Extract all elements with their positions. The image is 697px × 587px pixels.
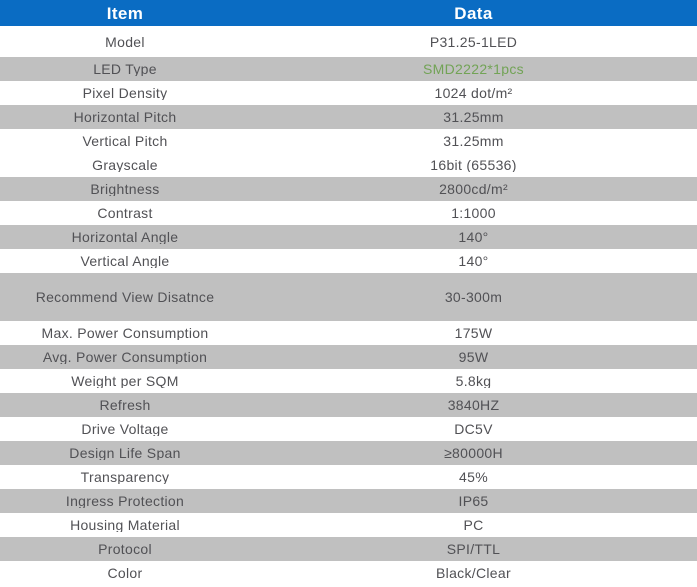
table-row: Model P31.25-1LED	[0, 26, 697, 57]
data-cell: 31.25mm	[443, 110, 504, 124]
item-cell: LED Type	[93, 62, 157, 76]
data-cell: 1024 dot/m²	[434, 86, 513, 100]
data-cell: 1:1000	[451, 206, 496, 220]
table-header: Item Data	[0, 0, 697, 26]
table-row: Weight per SQM 5.8kg	[0, 369, 697, 393]
data-cell: DC5V	[454, 422, 493, 436]
item-cell: Weight per SQM	[71, 374, 179, 388]
table-row: Horizontal Angle 140°	[0, 225, 697, 249]
table-row: Refresh 3840HZ	[0, 393, 697, 417]
table-row: Ingress Protection IP65	[0, 489, 697, 513]
item-cell: Pixel Density	[82, 86, 168, 100]
item-cell: Avg. Power Consumption	[42, 350, 208, 364]
data-cell: 3840HZ	[447, 398, 500, 412]
item-cell: Ingress Protection	[65, 494, 185, 508]
item-cell: Color	[107, 566, 143, 580]
data-cell: 175W	[454, 326, 493, 340]
data-cell: SMD2222*1pcs	[423, 62, 524, 76]
table-row: Grayscale 16bit (65536)	[0, 153, 697, 177]
data-cell: Black/Clear	[436, 566, 511, 580]
table-row: Design Life Span ≥80000H	[0, 441, 697, 465]
data-cell: ≥80000H	[444, 446, 503, 460]
data-cell: 30-300m	[444, 290, 503, 304]
table-row: Housing Material PC	[0, 513, 697, 537]
table-row: Vertical Pitch 31.25mm	[0, 129, 697, 153]
table-row: Drive Voltage DC5V	[0, 417, 697, 441]
data-cell: P31.25-1LED	[429, 34, 518, 49]
item-cell: Horizontal Angle	[71, 230, 179, 244]
table-row: Recommend View Disatnce 30-300m	[0, 273, 697, 321]
data-cell: 95W	[458, 350, 489, 364]
data-cell: 140°	[458, 254, 489, 268]
data-cell: IP65	[458, 494, 489, 508]
column-header-item: Item	[106, 4, 144, 22]
item-cell: Horizontal Pitch	[73, 110, 177, 124]
item-cell: Model	[105, 34, 145, 49]
item-cell: Contrast	[97, 206, 153, 220]
table-row: Horizontal Pitch 31.25mm	[0, 105, 697, 129]
item-cell: Vertical Angle	[80, 254, 170, 268]
item-cell: Protocol	[98, 542, 152, 556]
data-cell: 140°	[458, 230, 489, 244]
table-row: Color Black/Clear	[0, 561, 697, 585]
data-cell: 5.8kg	[455, 374, 492, 388]
item-cell: Vertical Pitch	[82, 134, 168, 148]
column-header-data: Data	[454, 4, 493, 22]
data-cell: 16bit (65536)	[430, 158, 517, 172]
data-cell: 31.25mm	[443, 134, 504, 148]
table-row: Transparency 45%	[0, 465, 697, 489]
data-cell: SPI/TTL	[446, 542, 501, 556]
table-row: Vertical Angle 140°	[0, 249, 697, 273]
item-cell: Recommend View Disatnce	[35, 290, 215, 304]
table-row: Avg. Power Consumption 95W	[0, 345, 697, 369]
item-cell: Design Life Span	[69, 446, 181, 460]
data-cell: 45%	[459, 470, 488, 484]
item-cell: Max. Power Consumption	[41, 326, 209, 340]
table-row: Brightness 2800cd/m²	[0, 177, 697, 201]
table-body: Model P31.25-1LED LED Type SMD2222*1pcs Pixe…	[0, 26, 697, 585]
item-cell: Housing Material	[70, 518, 180, 532]
table-row: Pixel Density 1024 dot/m²	[0, 81, 697, 105]
table-row: Max. Power Consumption 175W	[0, 321, 697, 345]
item-cell: Refresh	[99, 398, 151, 412]
item-cell: Transparency	[80, 470, 170, 484]
item-cell: Brightness	[90, 182, 160, 196]
item-cell: Grayscale	[92, 158, 158, 172]
table-row: Contrast 1:1000	[0, 201, 697, 225]
data-cell: PC	[463, 518, 484, 532]
table-row: Protocol SPI/TTL	[0, 537, 697, 561]
table-row: LED Type SMD2222*1pcs	[0, 57, 697, 81]
data-cell: 2800cd/m²	[439, 182, 508, 196]
item-cell: Drive Voltage	[81, 422, 169, 436]
